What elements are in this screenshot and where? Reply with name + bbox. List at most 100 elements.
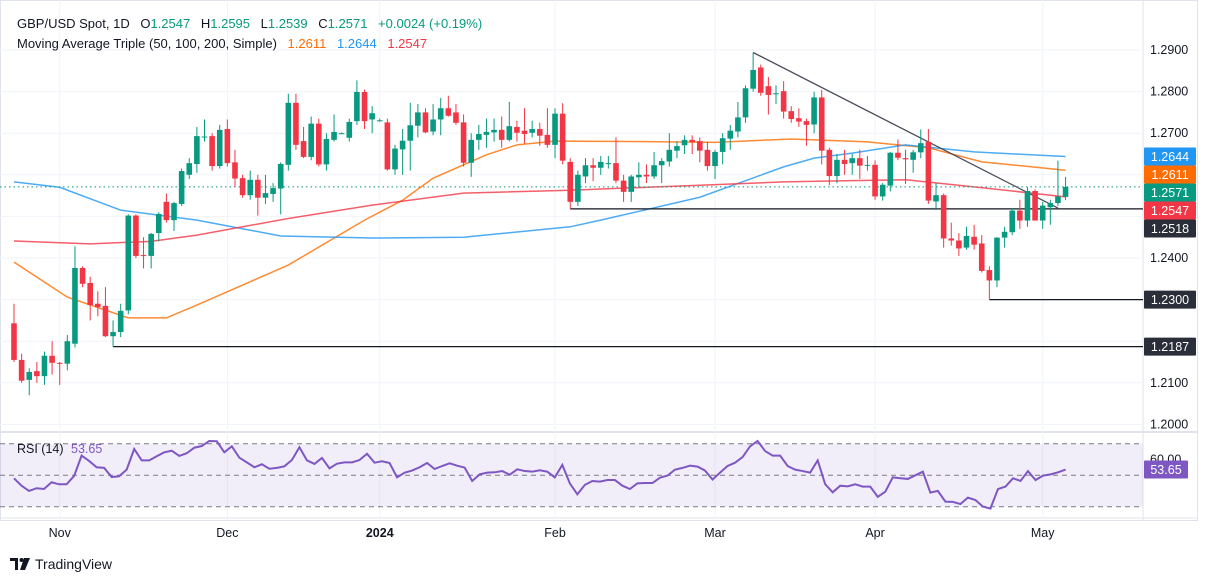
tradingview-logo-icon: [10, 558, 30, 570]
level-badge-1.2518[interactable]: [1144, 219, 1196, 238]
candle-body: [186, 163, 193, 175]
candle-body: [575, 174, 581, 202]
candle-body: [56, 362, 63, 364]
ma200-badge-text: 1.2547: [1151, 204, 1189, 218]
candle-body: [956, 240, 962, 249]
last-price-badge[interactable]: [1144, 183, 1196, 202]
candle-body: [407, 125, 414, 141]
candle-body: [780, 91, 787, 112]
candle-body: [79, 267, 86, 284]
candle-body: [834, 159, 840, 177]
candle-body: [796, 118, 802, 122]
candle-body: [308, 123, 314, 157]
candle-body: [666, 149, 673, 162]
candle-body: [422, 112, 429, 133]
candle-body: [72, 267, 78, 344]
rsi-badge[interactable]: [1144, 460, 1188, 479]
candle-body: [95, 303, 101, 308]
level-badge-1.2300[interactable]: [1144, 290, 1196, 309]
candle-body: [26, 371, 33, 380]
candle-body: [895, 152, 901, 158]
level-badge-1.2300-text: 1.2300: [1151, 293, 1189, 307]
ma50-badge[interactable]: [1144, 165, 1196, 184]
candle-body: [453, 112, 459, 123]
time-label-2024: 2024: [366, 526, 394, 540]
rsi-title[interactable]: RSI (14): [17, 442, 64, 456]
candle-body: [224, 129, 231, 164]
candle-body: [1001, 231, 1008, 238]
moving-averages: [13, 138, 1066, 319]
candle-body: [590, 165, 596, 168]
time-label-may: May: [1031, 526, 1055, 540]
time-label-dec: Dec: [216, 526, 238, 540]
rsi-value: 53.65: [71, 442, 103, 456]
change-value: +0.0024: [378, 16, 426, 31]
candle-body: [384, 122, 391, 170]
ma50-badge-text: 1.2611: [1151, 168, 1188, 182]
candle-body: [323, 139, 330, 165]
level-badge-1.2187[interactable]: [1144, 337, 1196, 356]
time-axis[interactable]: Nov Dec 2024 Feb Mar Apr May: [49, 526, 1056, 540]
last-price-badge-text: 1.2571: [1151, 186, 1189, 200]
candle-body: [300, 141, 307, 157]
time-label-nov: Nov: [49, 526, 72, 540]
candle-body: [49, 355, 55, 363]
price-axis[interactable]: 60.001.29001.28001.27001.24001.21001.200…: [1144, 43, 1196, 479]
candle-body: [201, 136, 208, 138]
candle-body: [917, 143, 924, 153]
candle-body: [933, 195, 939, 202]
time-label-apr: Apr: [865, 526, 884, 540]
candle-body: [567, 161, 574, 202]
candle-body: [910, 152, 916, 160]
rsi-line: [13, 439, 1066, 510]
candle-body: [697, 141, 703, 151]
candle-body: [628, 176, 635, 192]
tradingview-logo[interactable]: TradingView: [10, 556, 112, 572]
candle-body: [392, 148, 398, 170]
candle-body: [140, 255, 147, 257]
candle-body: [536, 129, 543, 136]
candle-body: [925, 141, 932, 201]
candle-body: [948, 238, 955, 241]
trendline[interactable]: [752, 51, 1059, 209]
chart-frame: [0, 0, 1198, 521]
candle-body: [636, 174, 642, 178]
candle-body: [498, 129, 505, 140]
candle-body: [64, 341, 71, 364]
candle-body: [651, 165, 657, 177]
candle-body: [117, 310, 124, 333]
candle-body: [133, 215, 139, 256]
candle-body: [986, 270, 993, 281]
candle-body: [102, 305, 109, 337]
ma200-badge[interactable]: [1144, 201, 1196, 220]
level-badge-1.2187-text: 1.2187: [1151, 340, 1189, 354]
ma-title[interactable]: Moving Average Triple (50, 100, 200, Sim…: [17, 36, 277, 51]
candle-body: [148, 233, 154, 256]
rsi-pane: [0, 439, 1143, 510]
candle-body: [750, 69, 756, 89]
candle-body: [872, 164, 878, 197]
ma100-badge[interactable]: [1144, 147, 1196, 166]
ma-legend: Moving Average Triple (50, 100, 200, Sim…: [17, 36, 427, 51]
symbol-title[interactable]: GBP/USD Spot, 1D: [17, 16, 130, 31]
candle-body: [994, 237, 1000, 281]
candle-body: [605, 163, 612, 165]
candle-body: [742, 88, 749, 118]
candles: [11, 52, 1069, 396]
candle-body: [940, 195, 947, 239]
candle-body: [689, 139, 695, 142]
candle-body: [285, 102, 292, 165]
price-tick: 1.2400: [1150, 251, 1188, 265]
candle-body: [18, 359, 25, 381]
candle-body: [445, 108, 452, 116]
rsi-badge-text: 53.65: [1150, 463, 1181, 477]
candle-body: [857, 158, 863, 166]
candle-body: [155, 213, 162, 234]
candle-body: [483, 131, 490, 135]
price-tick: 1.2900: [1150, 43, 1188, 57]
price-tick: 1.2000: [1150, 417, 1188, 431]
time-label-feb: Feb: [544, 526, 566, 540]
candle-body: [971, 236, 977, 245]
candle-body: [163, 201, 170, 221]
